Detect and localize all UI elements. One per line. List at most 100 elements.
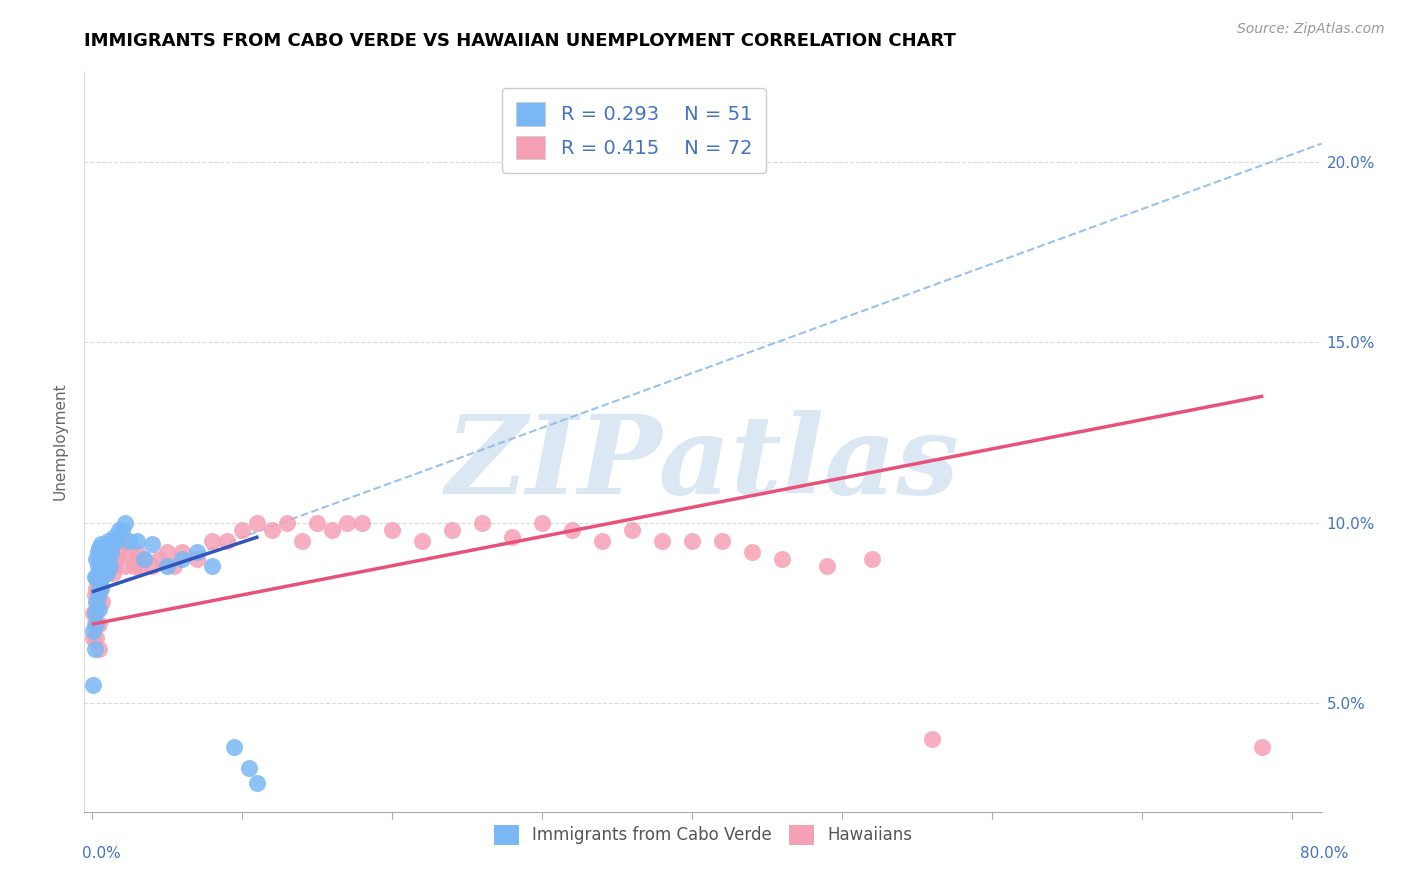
Point	[141, 537, 163, 551]
Point	[350, 516, 373, 530]
Point	[530, 516, 553, 530]
Point	[94, 559, 117, 574]
Point	[98, 559, 121, 574]
Point	[321, 523, 343, 537]
Point	[83, 642, 105, 657]
Point	[651, 533, 673, 548]
Point	[260, 523, 283, 537]
Point	[291, 533, 314, 548]
Point	[93, 566, 115, 581]
Point	[156, 559, 179, 574]
Point	[87, 544, 110, 558]
Point	[94, 541, 117, 555]
Y-axis label: Unemployment: Unemployment	[52, 383, 67, 500]
Point	[101, 566, 124, 581]
Point	[440, 523, 463, 537]
Point	[87, 570, 110, 584]
Point	[246, 516, 269, 530]
Point	[93, 559, 115, 574]
Point	[98, 537, 121, 551]
Point	[91, 570, 114, 584]
Point	[96, 544, 118, 558]
Point	[89, 602, 111, 616]
Point	[89, 642, 111, 657]
Point	[114, 559, 136, 574]
Text: IMMIGRANTS FROM CABO VERDE VS HAWAIIAN UNEMPLOYMENT CORRELATION CHART: IMMIGRANTS FROM CABO VERDE VS HAWAIIAN U…	[84, 32, 956, 50]
Point	[238, 761, 260, 775]
Point	[86, 632, 108, 646]
Point	[681, 533, 703, 548]
Point	[114, 516, 136, 530]
Point	[170, 544, 193, 558]
Point	[90, 537, 112, 551]
Point	[89, 541, 111, 555]
Point	[97, 552, 120, 566]
Point	[381, 523, 404, 537]
Point	[91, 552, 114, 566]
Point	[246, 776, 269, 790]
Point	[104, 533, 127, 548]
Point	[118, 533, 141, 548]
Point	[86, 595, 108, 609]
Point	[91, 552, 114, 566]
Point	[111, 533, 134, 548]
Point	[501, 530, 523, 544]
Point	[100, 544, 122, 558]
Point	[231, 523, 253, 537]
Point	[89, 616, 111, 631]
Point	[411, 533, 433, 548]
Point	[125, 533, 148, 548]
Point	[186, 552, 208, 566]
Point	[815, 559, 838, 574]
Point	[215, 533, 238, 548]
Point	[97, 533, 120, 548]
Point	[170, 552, 193, 566]
Point	[163, 559, 186, 574]
Point	[125, 544, 148, 558]
Point	[860, 552, 883, 566]
Point	[201, 533, 224, 548]
Point	[201, 559, 224, 574]
Point	[90, 559, 112, 574]
Text: 0.0%: 0.0%	[82, 847, 121, 861]
Point	[108, 544, 131, 558]
Point	[86, 552, 108, 566]
Point	[93, 544, 115, 558]
Point	[86, 616, 108, 631]
Point	[90, 581, 112, 595]
Point	[96, 544, 118, 558]
Text: Source: ZipAtlas.com: Source: ZipAtlas.com	[1237, 22, 1385, 37]
Point	[710, 533, 733, 548]
Point	[87, 595, 110, 609]
Point	[921, 732, 943, 747]
Point	[89, 566, 111, 581]
Point	[91, 570, 114, 584]
Point	[90, 559, 112, 574]
Point	[86, 581, 108, 595]
Point	[103, 530, 125, 544]
Point	[148, 552, 170, 566]
Point	[96, 566, 118, 581]
Point	[224, 739, 246, 754]
Point	[134, 552, 156, 566]
Point	[83, 616, 105, 631]
Text: ZIPatlas: ZIPatlas	[446, 410, 960, 517]
Point	[86, 602, 108, 616]
Point	[186, 544, 208, 558]
Point	[91, 595, 114, 609]
Point	[100, 544, 122, 558]
Point	[89, 566, 111, 581]
Point	[156, 544, 179, 558]
Point	[770, 552, 793, 566]
Point	[82, 624, 104, 639]
Point	[620, 523, 643, 537]
Point	[118, 544, 141, 558]
Point	[83, 570, 105, 584]
Point	[471, 516, 494, 530]
Point	[591, 533, 613, 548]
Point	[87, 559, 110, 574]
Point	[276, 516, 298, 530]
Point	[82, 632, 104, 646]
Point	[97, 552, 120, 566]
Text: 80.0%: 80.0%	[1301, 847, 1348, 861]
